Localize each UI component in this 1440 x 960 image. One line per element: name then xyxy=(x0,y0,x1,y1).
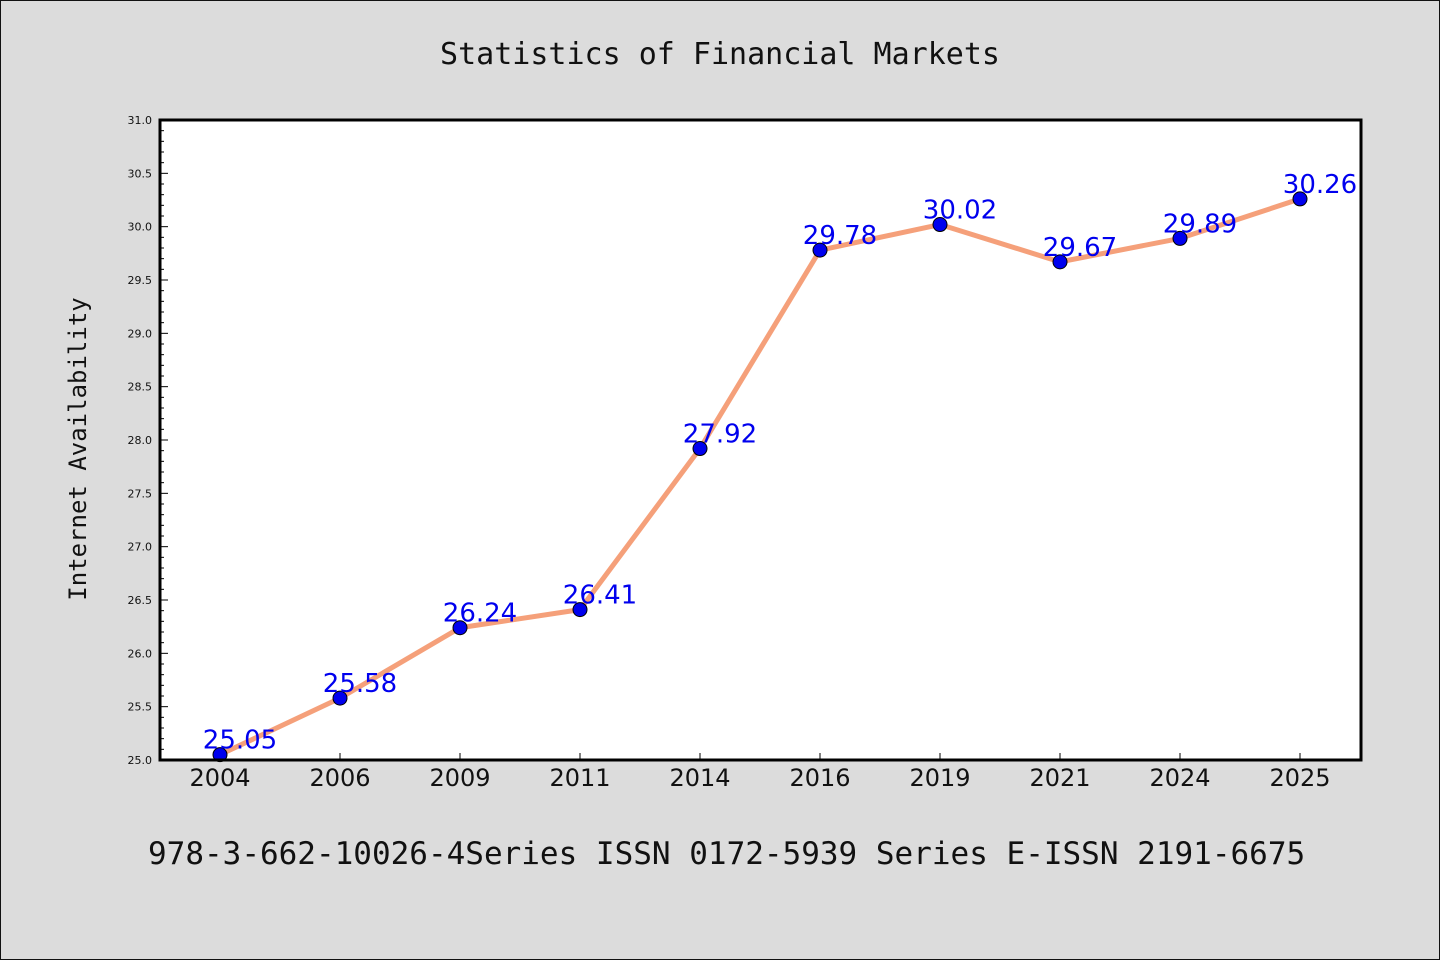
series-line xyxy=(217,196,1303,758)
y-tick-label: 30.0 xyxy=(128,221,153,234)
y-tick-label: 25.0 xyxy=(128,754,153,767)
data-point-marker xyxy=(932,217,948,233)
data-point-marker xyxy=(812,242,828,258)
data-label: 29.67 xyxy=(1043,233,1117,263)
x-axis-tick-labels: 2004 2006 2009 2011 2014 2016 2019 2021 2024 2025 xyxy=(189,764,1330,792)
data-label: 29.89 xyxy=(1163,209,1237,239)
data-label: 26.41 xyxy=(563,581,637,611)
x-tick-label: 2021 xyxy=(1029,764,1090,792)
data-point-marker xyxy=(692,441,708,457)
data-point-marker xyxy=(1172,230,1188,246)
y-tick-label: 31.0 xyxy=(128,114,153,127)
data-label: 25.58 xyxy=(323,669,397,699)
x-tick-label: 2009 xyxy=(429,764,490,792)
series-markers xyxy=(212,191,1308,763)
data-point-marker xyxy=(1292,191,1308,207)
data-labels: 25.05 25.58 26.24 26.41 27.92 29.78 30.02 29.67… xyxy=(203,170,1357,756)
data-point-marker xyxy=(332,690,348,706)
y-tick-label: 27.0 xyxy=(128,541,153,554)
data-label: 29.78 xyxy=(803,221,877,251)
y-axis-tick-labels: 25.0 25.5 26.0 26.5 27.0 27.5 28.0 28.5 29.0 29.5… xyxy=(128,114,153,767)
data-point-marker xyxy=(1052,254,1068,270)
x-tick-label: 2024 xyxy=(1149,764,1210,792)
y-tick-label: 25.5 xyxy=(128,701,153,714)
data-label: 27.92 xyxy=(683,420,757,450)
y-tick-label: 27.5 xyxy=(128,487,153,500)
y-tick-label: 26.5 xyxy=(128,594,153,607)
data-label: 30.26 xyxy=(1283,170,1357,200)
x-tick-label: 2014 xyxy=(669,764,730,792)
data-point-marker xyxy=(572,602,588,618)
y-axis-label: Internet Availability xyxy=(64,297,92,600)
x-tick-label: 2025 xyxy=(1269,764,1330,792)
data-point-marker xyxy=(452,620,468,636)
data-label: 25.05 xyxy=(203,726,277,756)
footer-isbn-text: 978-3-662-10026-4Series ISSN 0172-5939 S… xyxy=(148,836,1305,872)
plot-area xyxy=(160,120,1361,760)
y-tick-label: 26.0 xyxy=(128,647,153,660)
x-tick-label: 2004 xyxy=(189,764,250,792)
data-label: 26.24 xyxy=(443,599,517,629)
x-tick-label: 2016 xyxy=(789,764,850,792)
y-tick-label: 29.5 xyxy=(128,274,153,287)
y-tick-label: 28.0 xyxy=(128,434,153,447)
x-tick-label: 2006 xyxy=(309,764,370,792)
data-label: 30.02 xyxy=(923,196,997,226)
x-tick-label: 2011 xyxy=(549,764,610,792)
y-tick-label: 29.0 xyxy=(128,327,153,340)
plot-border xyxy=(158,118,1363,762)
data-point-marker xyxy=(212,747,228,763)
y-tick-label: 28.5 xyxy=(128,381,153,394)
y-tick-label: 30.5 xyxy=(128,167,153,180)
chart-title: Statistics of Financial Markets xyxy=(440,37,1000,72)
x-tick-label: 2019 xyxy=(909,764,970,792)
